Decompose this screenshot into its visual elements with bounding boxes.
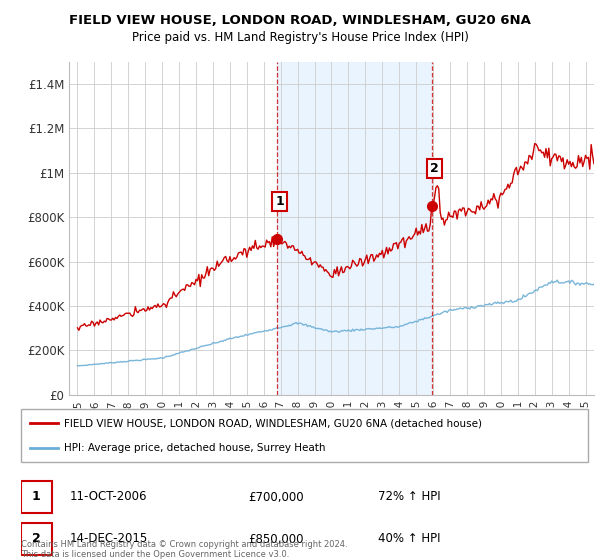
- Text: 14-DEC-2015: 14-DEC-2015: [69, 533, 148, 545]
- FancyBboxPatch shape: [21, 480, 52, 514]
- Text: HPI: Average price, detached house, Surrey Heath: HPI: Average price, detached house, Surr…: [64, 442, 325, 452]
- Text: 1: 1: [32, 491, 41, 503]
- Text: 40% ↑ HPI: 40% ↑ HPI: [378, 533, 441, 545]
- Text: £850,000: £850,000: [248, 533, 304, 545]
- Text: FIELD VIEW HOUSE, LONDON ROAD, WINDLESHAM, GU20 6NA (detached house): FIELD VIEW HOUSE, LONDON ROAD, WINDLESHA…: [64, 418, 482, 428]
- Bar: [277, 62, 432, 395]
- Text: 72% ↑ HPI: 72% ↑ HPI: [378, 491, 441, 503]
- Text: 2: 2: [430, 162, 439, 175]
- Text: 2: 2: [32, 533, 41, 545]
- Text: Price paid vs. HM Land Registry's House Price Index (HPI): Price paid vs. HM Land Registry's House …: [131, 31, 469, 44]
- Text: FIELD VIEW HOUSE, LONDON ROAD, WINDLESHAM, GU20 6NA: FIELD VIEW HOUSE, LONDON ROAD, WINDLESHA…: [69, 14, 531, 27]
- Text: £700,000: £700,000: [248, 491, 304, 503]
- FancyBboxPatch shape: [21, 409, 588, 462]
- Text: 11-OCT-2006: 11-OCT-2006: [69, 491, 146, 503]
- FancyBboxPatch shape: [21, 522, 52, 556]
- Text: Contains HM Land Registry data © Crown copyright and database right 2024.
This d: Contains HM Land Registry data © Crown c…: [21, 540, 347, 559]
- Text: 1: 1: [275, 195, 284, 208]
